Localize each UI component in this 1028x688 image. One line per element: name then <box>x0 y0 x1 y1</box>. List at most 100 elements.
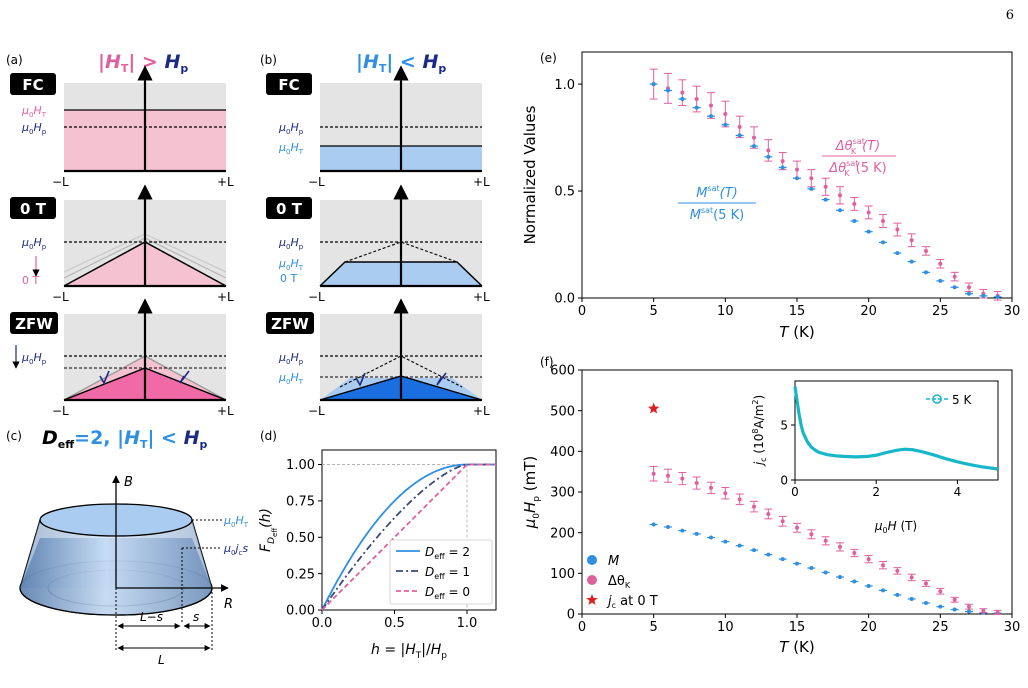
check-mark <box>355 372 366 387</box>
data-point-theta <box>809 176 814 181</box>
data-point-m <box>709 114 713 119</box>
data-point-theta <box>952 597 957 602</box>
data-point-m <box>723 539 728 544</box>
data-point-m <box>709 535 713 540</box>
data-point-m <box>780 165 785 170</box>
panel-b-zfw: ZFW μ0Hp μ0HT −L +L <box>266 298 490 418</box>
data-point-theta <box>895 227 900 232</box>
data-point-m <box>881 588 885 593</box>
panel-b-fc: FC μ0Hp μ0HT −L +L <box>266 65 490 189</box>
row-label-0t: 0 T <box>276 200 303 218</box>
data-point-m <box>766 552 771 557</box>
x-tick-label: 30 <box>1004 620 1021 635</box>
data-point-m <box>823 197 828 202</box>
row-label-bg <box>10 312 58 334</box>
label-plus-l: +L <box>217 175 234 189</box>
legend-box <box>389 539 493 605</box>
label-plus-l: +L <box>473 290 490 304</box>
label-minus-l: −L <box>52 404 69 418</box>
x-tick-label: 10 <box>717 304 734 319</box>
y-tick-label: 0.50 <box>286 531 315 546</box>
data-point-theta <box>909 575 914 580</box>
panel-e: (e) 0 5 10 15 20 25 30 0.0 0.5 1.0 T (K) Normaliz… <box>521 51 1020 341</box>
panel-c-tag: (c) <box>6 429 22 443</box>
y-tick-label: 5 <box>780 418 788 432</box>
legend: Deff = 2 Deff = 1 Deff = 0 <box>389 539 493 605</box>
x-tick-label: 1.0 <box>457 616 478 631</box>
label-mu0ht: μ0HT <box>278 141 304 156</box>
data-point-m <box>780 557 785 562</box>
data-point-m <box>967 291 971 296</box>
data-point-m <box>694 531 699 536</box>
data-point-theta <box>967 285 971 290</box>
data-point-theta <box>866 210 871 215</box>
data-point-m <box>666 524 670 529</box>
data-point-theta <box>823 184 828 189</box>
y-tick-label: 0.5 <box>554 185 575 200</box>
panel-b-title: |HT| < Hp <box>356 51 446 75</box>
label-plus-l: +L <box>473 404 490 418</box>
panel-b-0t: 0 T μ0Hp μ0HT 0 T −L +L <box>266 184 490 304</box>
data-point-theta <box>852 201 857 206</box>
y-tick-label: 400 <box>550 445 575 460</box>
row-label-zfw: ZFW <box>271 315 309 333</box>
data-point-theta <box>737 497 742 502</box>
data-point-jc <box>647 402 660 414</box>
label-mu0ht: μ0HT <box>21 104 47 119</box>
label-mu0hp: μ0Hp <box>21 236 47 251</box>
data-point-m <box>694 105 699 110</box>
legend-label-0: Deff = 0 <box>425 585 470 601</box>
y-tick-label: 0.00 <box>286 604 315 619</box>
data-point-theta <box>795 525 799 530</box>
legend-marker-theta <box>587 575 597 585</box>
data-point-theta <box>766 511 771 516</box>
data-point-theta <box>838 544 842 549</box>
inset-curve <box>793 386 999 471</box>
inset-x-label: μ0H (T) <box>874 519 917 535</box>
label-r: R <box>224 597 233 612</box>
label-mu0ht: μ0HT <box>278 257 304 272</box>
data-point-theta <box>752 504 756 509</box>
data-point-theta <box>909 238 914 243</box>
label-mu0hp: μ0Hp <box>278 236 304 251</box>
data-point-m <box>752 144 756 149</box>
data-point-m <box>737 543 742 548</box>
panel-a-tag: (a) <box>6 53 23 67</box>
panel-a-zfw: ZFW μ0Hp −L +L <box>10 298 234 418</box>
row-label-zfw: ZFW <box>15 315 53 333</box>
data-point-m <box>809 566 814 571</box>
theta-denominator: Δθsat K (5 K) <box>828 159 886 178</box>
y-tick-label: 0.75 <box>286 495 315 510</box>
data-point-m <box>967 609 971 614</box>
data-point-theta <box>780 159 785 164</box>
y-tick-label: 600 <box>550 364 575 379</box>
data-point-m <box>924 601 928 606</box>
data-point-theta <box>694 481 699 486</box>
data-point-m <box>938 278 943 283</box>
data-point-m <box>737 133 742 138</box>
x-tick-label: 2 <box>872 485 880 499</box>
data-point-m <box>952 607 957 612</box>
label-b: B <box>124 475 133 490</box>
row-label-fc: FC <box>278 76 299 94</box>
annotation-m: Msat(T) Msat(5 K) <box>678 184 756 223</box>
legend-label-theta: ΔθK <box>608 574 631 590</box>
data-point-theta <box>680 476 685 481</box>
row-label-fc: FC <box>22 76 43 94</box>
row-label-bg <box>266 73 312 95</box>
data-point-m <box>838 208 842 213</box>
data-point-m <box>838 574 842 579</box>
ticks: 0 5 10 15 20 25 30 0.0 0.5 1.0 <box>554 78 1020 319</box>
data-point-m <box>981 293 986 298</box>
data-point-m <box>852 579 857 584</box>
x-tick-label: 0 <box>791 485 799 499</box>
inset-y-label: jc (108A/m2) <box>751 395 768 467</box>
legend-label-m: M <box>608 554 619 569</box>
x-tick-label: 20 <box>860 304 877 319</box>
panel-e-tag: (e) <box>540 51 557 65</box>
data-point-theta <box>651 471 656 476</box>
row-label-0t: 0 T <box>20 200 47 218</box>
label-s: s <box>193 610 199 624</box>
check-mark <box>436 372 447 386</box>
